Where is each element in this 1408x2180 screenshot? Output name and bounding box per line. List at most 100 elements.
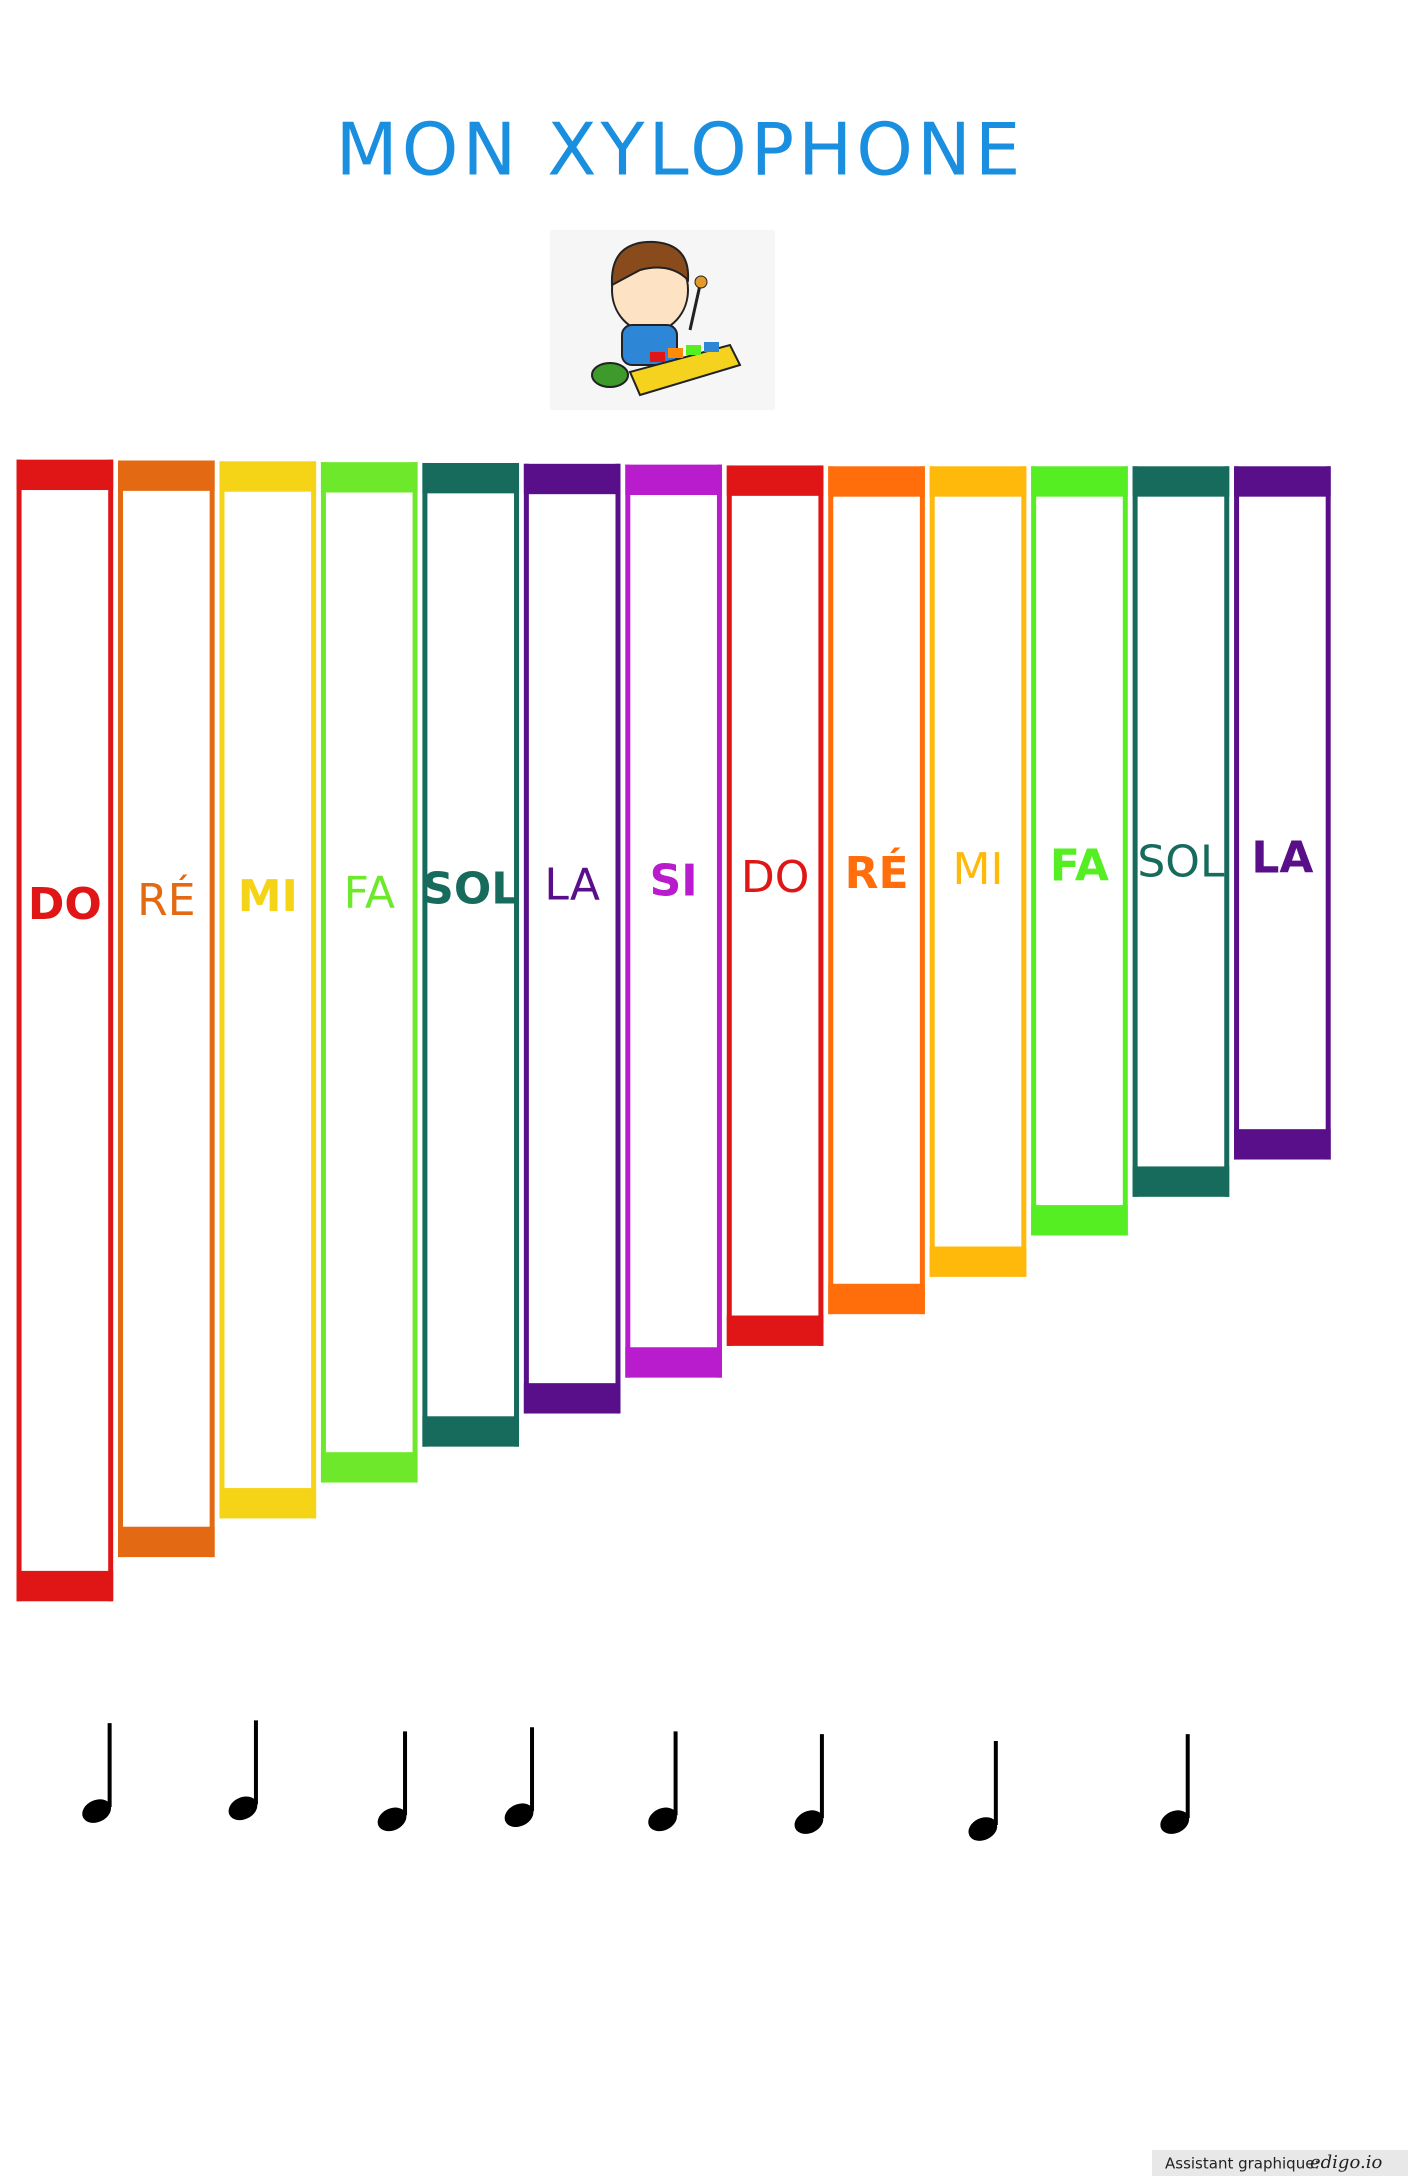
bar-top [929, 466, 1027, 497]
bar-bottom [625, 1347, 722, 1378]
bar-bottom [1031, 1205, 1128, 1236]
bar-top [219, 461, 317, 492]
bar-right [514, 462, 520, 1447]
bar-right [818, 465, 824, 1346]
quarter-note [504, 1727, 535, 1828]
footer-brand: edigo.io [1310, 2152, 1382, 2173]
bar-left [16, 459, 22, 1602]
bar-right [615, 463, 621, 1414]
bar-left [1234, 466, 1240, 1160]
bar-right [716, 464, 722, 1378]
note-head [794, 1810, 824, 1834]
bar-top [726, 465, 824, 496]
quarter-note [228, 1720, 258, 1821]
bar-top [118, 460, 215, 491]
bar-left [1132, 466, 1138, 1197]
bar-label: RÉ [137, 873, 195, 926]
bar-label: SI [650, 856, 698, 907]
bar-left [625, 464, 631, 1378]
quarter-note [1160, 1734, 1190, 1834]
bar: RÉ [828, 466, 925, 1315]
bar: LA [523, 463, 621, 1414]
bar-left [118, 460, 124, 1558]
bar-bottom [16, 1570, 114, 1602]
notes [82, 1720, 1190, 1841]
bar-right [412, 462, 418, 1483]
note-head [648, 1807, 677, 1832]
bar-label: MI [238, 871, 298, 922]
bar-label: LA [544, 860, 600, 911]
bar-label: FA [1050, 840, 1109, 891]
bar-label: SOL [422, 863, 519, 914]
bar-bottom [219, 1488, 317, 1519]
footer-box [1152, 2150, 1408, 2176]
bar: LA [1234, 466, 1331, 1160]
bar-right [1224, 466, 1230, 1197]
footer-text: Assistant graphique: [1165, 2155, 1320, 2173]
bar-top [1234, 466, 1331, 497]
bar-label: FA [344, 867, 395, 918]
bar-left [1031, 466, 1037, 1236]
bar-label: DO [741, 852, 810, 903]
bar-bottom [1234, 1129, 1331, 1160]
bar: SI [625, 464, 722, 1378]
bar-right [1122, 466, 1128, 1236]
note-head [1160, 1810, 1190, 1834]
bar-bottom [320, 1452, 418, 1483]
bar-bottom [828, 1283, 925, 1315]
bar-bottom [523, 1383, 621, 1414]
quarter-note [968, 1741, 998, 1841]
bar-top [320, 462, 418, 493]
kid-illustration [550, 230, 775, 410]
bar-top [422, 462, 520, 494]
note-head [377, 1807, 407, 1832]
bar-bottom [118, 1526, 215, 1558]
bar-label: RÉ [845, 846, 909, 899]
bar-top [828, 466, 925, 497]
bar-right [919, 466, 925, 1315]
bar-bottom [1132, 1166, 1230, 1197]
bar: MI [219, 461, 317, 1519]
bar-right [209, 460, 215, 1558]
bar-bottom [726, 1315, 824, 1346]
note-head [228, 1796, 258, 1821]
bar-top [625, 464, 722, 496]
bar-right [108, 459, 114, 1602]
bars: DO RÉ MI FA SOL LA SI DO RÉ MI FA SOL LA [16, 459, 1331, 1602]
bar-top [1132, 466, 1230, 497]
bar-label: SOL [1137, 836, 1225, 887]
bar-bottom [929, 1246, 1027, 1277]
bar-left [726, 465, 732, 1346]
bar-left [219, 461, 225, 1519]
quarter-note [377, 1731, 408, 1832]
bar-left [828, 466, 834, 1315]
note-head [82, 1799, 111, 1823]
bar: MI [929, 466, 1027, 1277]
bar-label: LA [1251, 833, 1313, 884]
bar: SOL [1132, 466, 1230, 1197]
bar: DO [16, 459, 114, 1602]
quarter-note [794, 1734, 824, 1834]
bar-top [16, 459, 114, 491]
bar-label: MI [953, 844, 1004, 895]
bar-left [929, 466, 935, 1277]
bar-label: DO [28, 879, 102, 930]
bar-left [523, 463, 529, 1414]
bar: DO [726, 465, 824, 1346]
bar-top [523, 463, 621, 495]
quarter-note [648, 1731, 678, 1832]
bar-right [1021, 466, 1027, 1277]
bar: FA [1031, 466, 1128, 1236]
bar: SOL [422, 462, 520, 1447]
bar-left [320, 462, 326, 1483]
bar-right [1325, 466, 1331, 1160]
note-head [968, 1817, 998, 1841]
note-head [504, 1803, 534, 1828]
bar-top [1031, 466, 1128, 497]
bar: RÉ [118, 460, 215, 1558]
quarter-note [82, 1723, 112, 1823]
bar: FA [320, 462, 418, 1483]
bar-right [311, 461, 317, 1519]
